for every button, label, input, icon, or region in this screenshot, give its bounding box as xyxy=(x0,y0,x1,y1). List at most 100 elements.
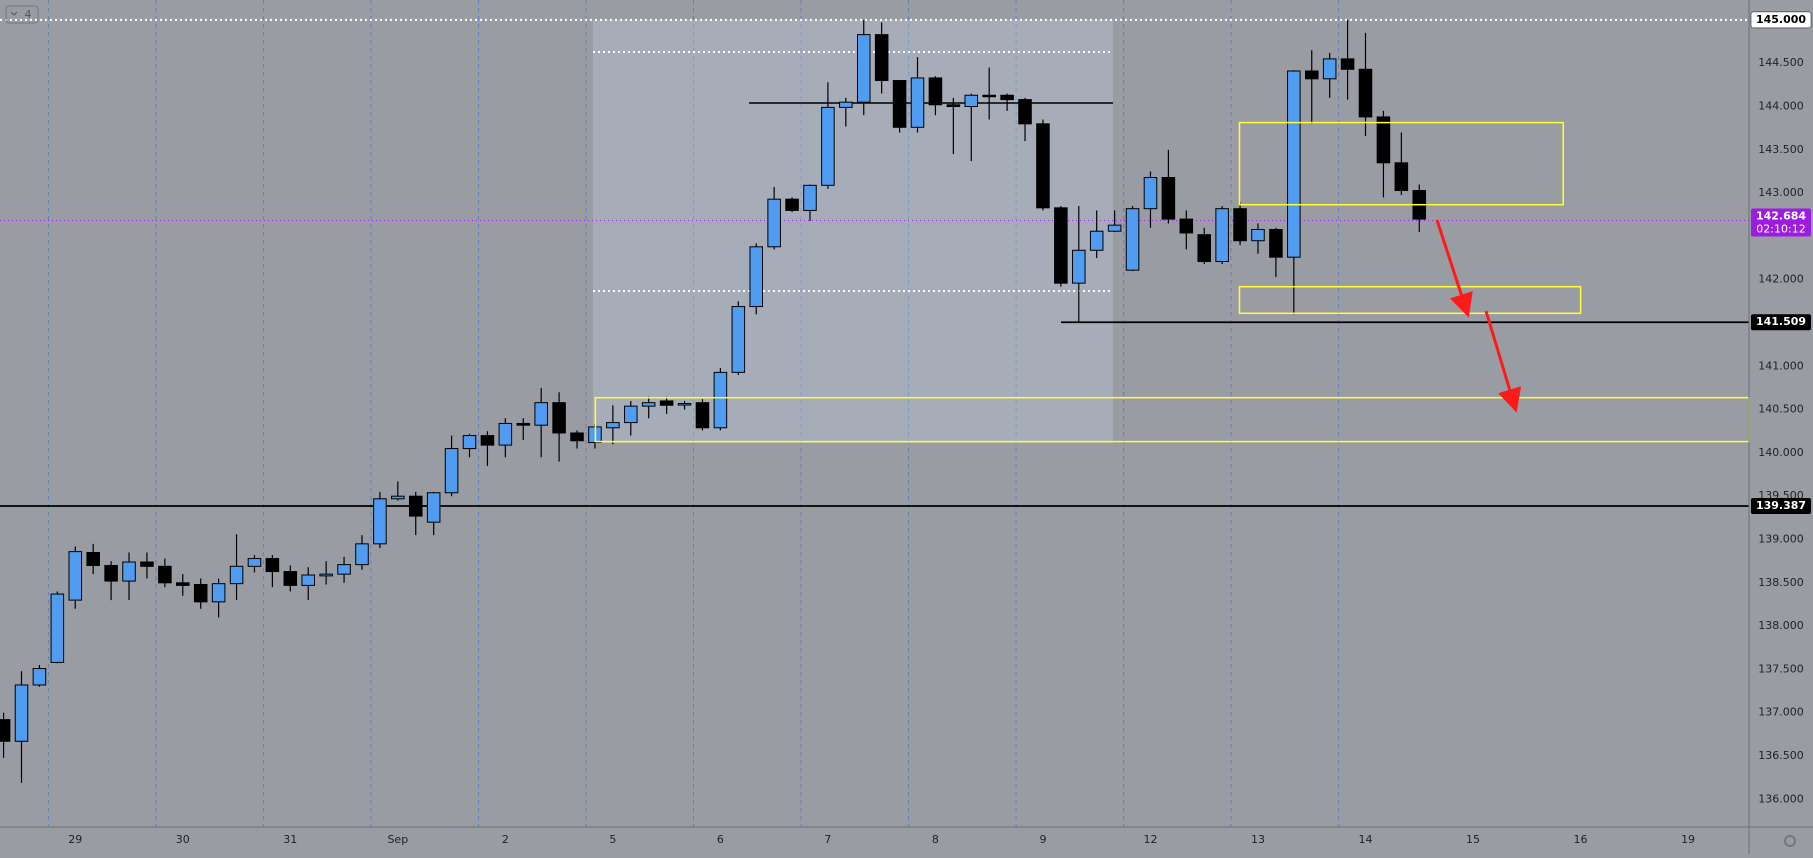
candle-body xyxy=(892,80,907,128)
candle-body xyxy=(1269,228,1283,258)
candle-body xyxy=(426,492,441,523)
candle-body xyxy=(498,422,513,446)
candle-body xyxy=(373,498,387,545)
candle-body xyxy=(193,584,208,603)
candle-body xyxy=(1251,228,1265,242)
candle-body xyxy=(1358,68,1373,118)
candle-body xyxy=(337,564,351,575)
y-tick-label: 136.500 xyxy=(1758,749,1804,762)
candle-body xyxy=(785,198,799,211)
candle-body xyxy=(247,558,262,567)
price-tag xyxy=(1750,11,1812,29)
candle-body xyxy=(14,684,29,742)
candles xyxy=(0,19,1427,783)
x-tick-label: 15 xyxy=(1466,833,1480,846)
candle-body xyxy=(176,582,190,586)
candle-body xyxy=(964,94,979,108)
x-tick-label: 13 xyxy=(1251,833,1265,846)
candle-body xyxy=(731,306,746,373)
candle-body xyxy=(283,571,298,586)
y-tick-label: 137.500 xyxy=(1758,662,1804,675)
candle-body xyxy=(211,583,226,603)
candle-body xyxy=(624,405,638,424)
candle-body xyxy=(1287,70,1301,258)
candle-body xyxy=(946,104,961,108)
candle-body xyxy=(910,77,925,128)
candle-body xyxy=(1340,58,1355,70)
price-tag xyxy=(1751,314,1811,331)
chevron xyxy=(10,11,18,16)
axes: 29 30 31 Sep 2 5 6 7 8 9 12 13 14 15 16 19 136.000 136.50… xyxy=(68,11,1812,846)
candle-body xyxy=(50,593,65,663)
x-tick-label: 29 xyxy=(68,833,82,846)
y-tick-label: 142.000 xyxy=(1758,273,1804,286)
x-tick-label: 9 xyxy=(1039,833,1046,846)
candle-body xyxy=(140,561,154,567)
candle-body xyxy=(1322,58,1337,80)
candle-body xyxy=(1072,249,1086,284)
y-tick-label: 141.000 xyxy=(1758,359,1804,372)
candle-body xyxy=(659,400,674,406)
candle-body xyxy=(874,34,889,82)
candle-body xyxy=(677,403,692,406)
candle-body xyxy=(1304,70,1319,80)
candle-body xyxy=(534,402,548,426)
y-tick-label: 139.000 xyxy=(1758,532,1804,545)
y-tick-label: 138.500 xyxy=(1758,576,1804,589)
settings-icon[interactable] xyxy=(1784,835,1796,847)
candle-body xyxy=(1000,94,1014,101)
candle-body xyxy=(928,77,943,106)
candle-body xyxy=(265,558,280,573)
candle-body xyxy=(641,402,656,407)
candle-body xyxy=(570,432,584,442)
countdown: 02:10:12 xyxy=(1756,222,1805,235)
price-tag-label: 141.509 xyxy=(1756,315,1806,328)
candle-body xyxy=(444,448,459,494)
x-tick-label: 5 xyxy=(609,833,616,846)
y-tick-label: 138.000 xyxy=(1758,619,1804,632)
candle-body xyxy=(1233,208,1247,242)
zone xyxy=(1238,121,1564,206)
y-tick-label: 143.500 xyxy=(1758,143,1804,156)
candle-body xyxy=(1197,234,1212,263)
candle-body xyxy=(391,495,405,500)
x-tick-label: 12 xyxy=(1143,833,1157,846)
price-tag-label: 139.387 xyxy=(1756,499,1806,512)
candle-body xyxy=(229,565,244,585)
y-tick-label: 136.000 xyxy=(1758,792,1804,805)
candle-body xyxy=(516,422,531,426)
candle-body xyxy=(713,371,728,429)
candle-body xyxy=(856,34,871,103)
candle-body xyxy=(462,435,477,450)
candle-body xyxy=(821,106,835,186)
candle-body xyxy=(480,435,495,446)
candle-body xyxy=(122,561,136,582)
y-tick-label: 144.000 xyxy=(1758,100,1804,113)
candle-body xyxy=(1376,116,1391,164)
candle-body xyxy=(68,551,83,601)
candle-body xyxy=(1215,208,1229,263)
x-tick-label: 16 xyxy=(1574,833,1588,846)
levels xyxy=(0,18,1749,507)
x-tick-label: 19 xyxy=(1681,833,1695,846)
candle-body xyxy=(1107,224,1122,232)
y-tick-label: 140.000 xyxy=(1758,446,1804,459)
candle-body xyxy=(552,402,566,434)
y-tick-label: 140.500 xyxy=(1758,403,1804,416)
candle-body xyxy=(1394,162,1409,192)
badge-text: 4 xyxy=(25,8,32,21)
candle-body xyxy=(1054,207,1068,284)
badge[interactable] xyxy=(5,5,39,24)
candle-body xyxy=(749,246,763,308)
x-tick-label: Sep xyxy=(387,833,408,846)
candle-body xyxy=(319,573,333,577)
profile-area xyxy=(593,20,1113,443)
x-tick-label: 8 xyxy=(932,833,939,846)
last-price-tag xyxy=(1751,208,1811,237)
candle-body xyxy=(695,402,710,429)
candle-body xyxy=(1161,177,1176,220)
y-tick-label: 137.000 xyxy=(1758,706,1804,719)
last-price-label: 142.684 xyxy=(1756,209,1806,222)
